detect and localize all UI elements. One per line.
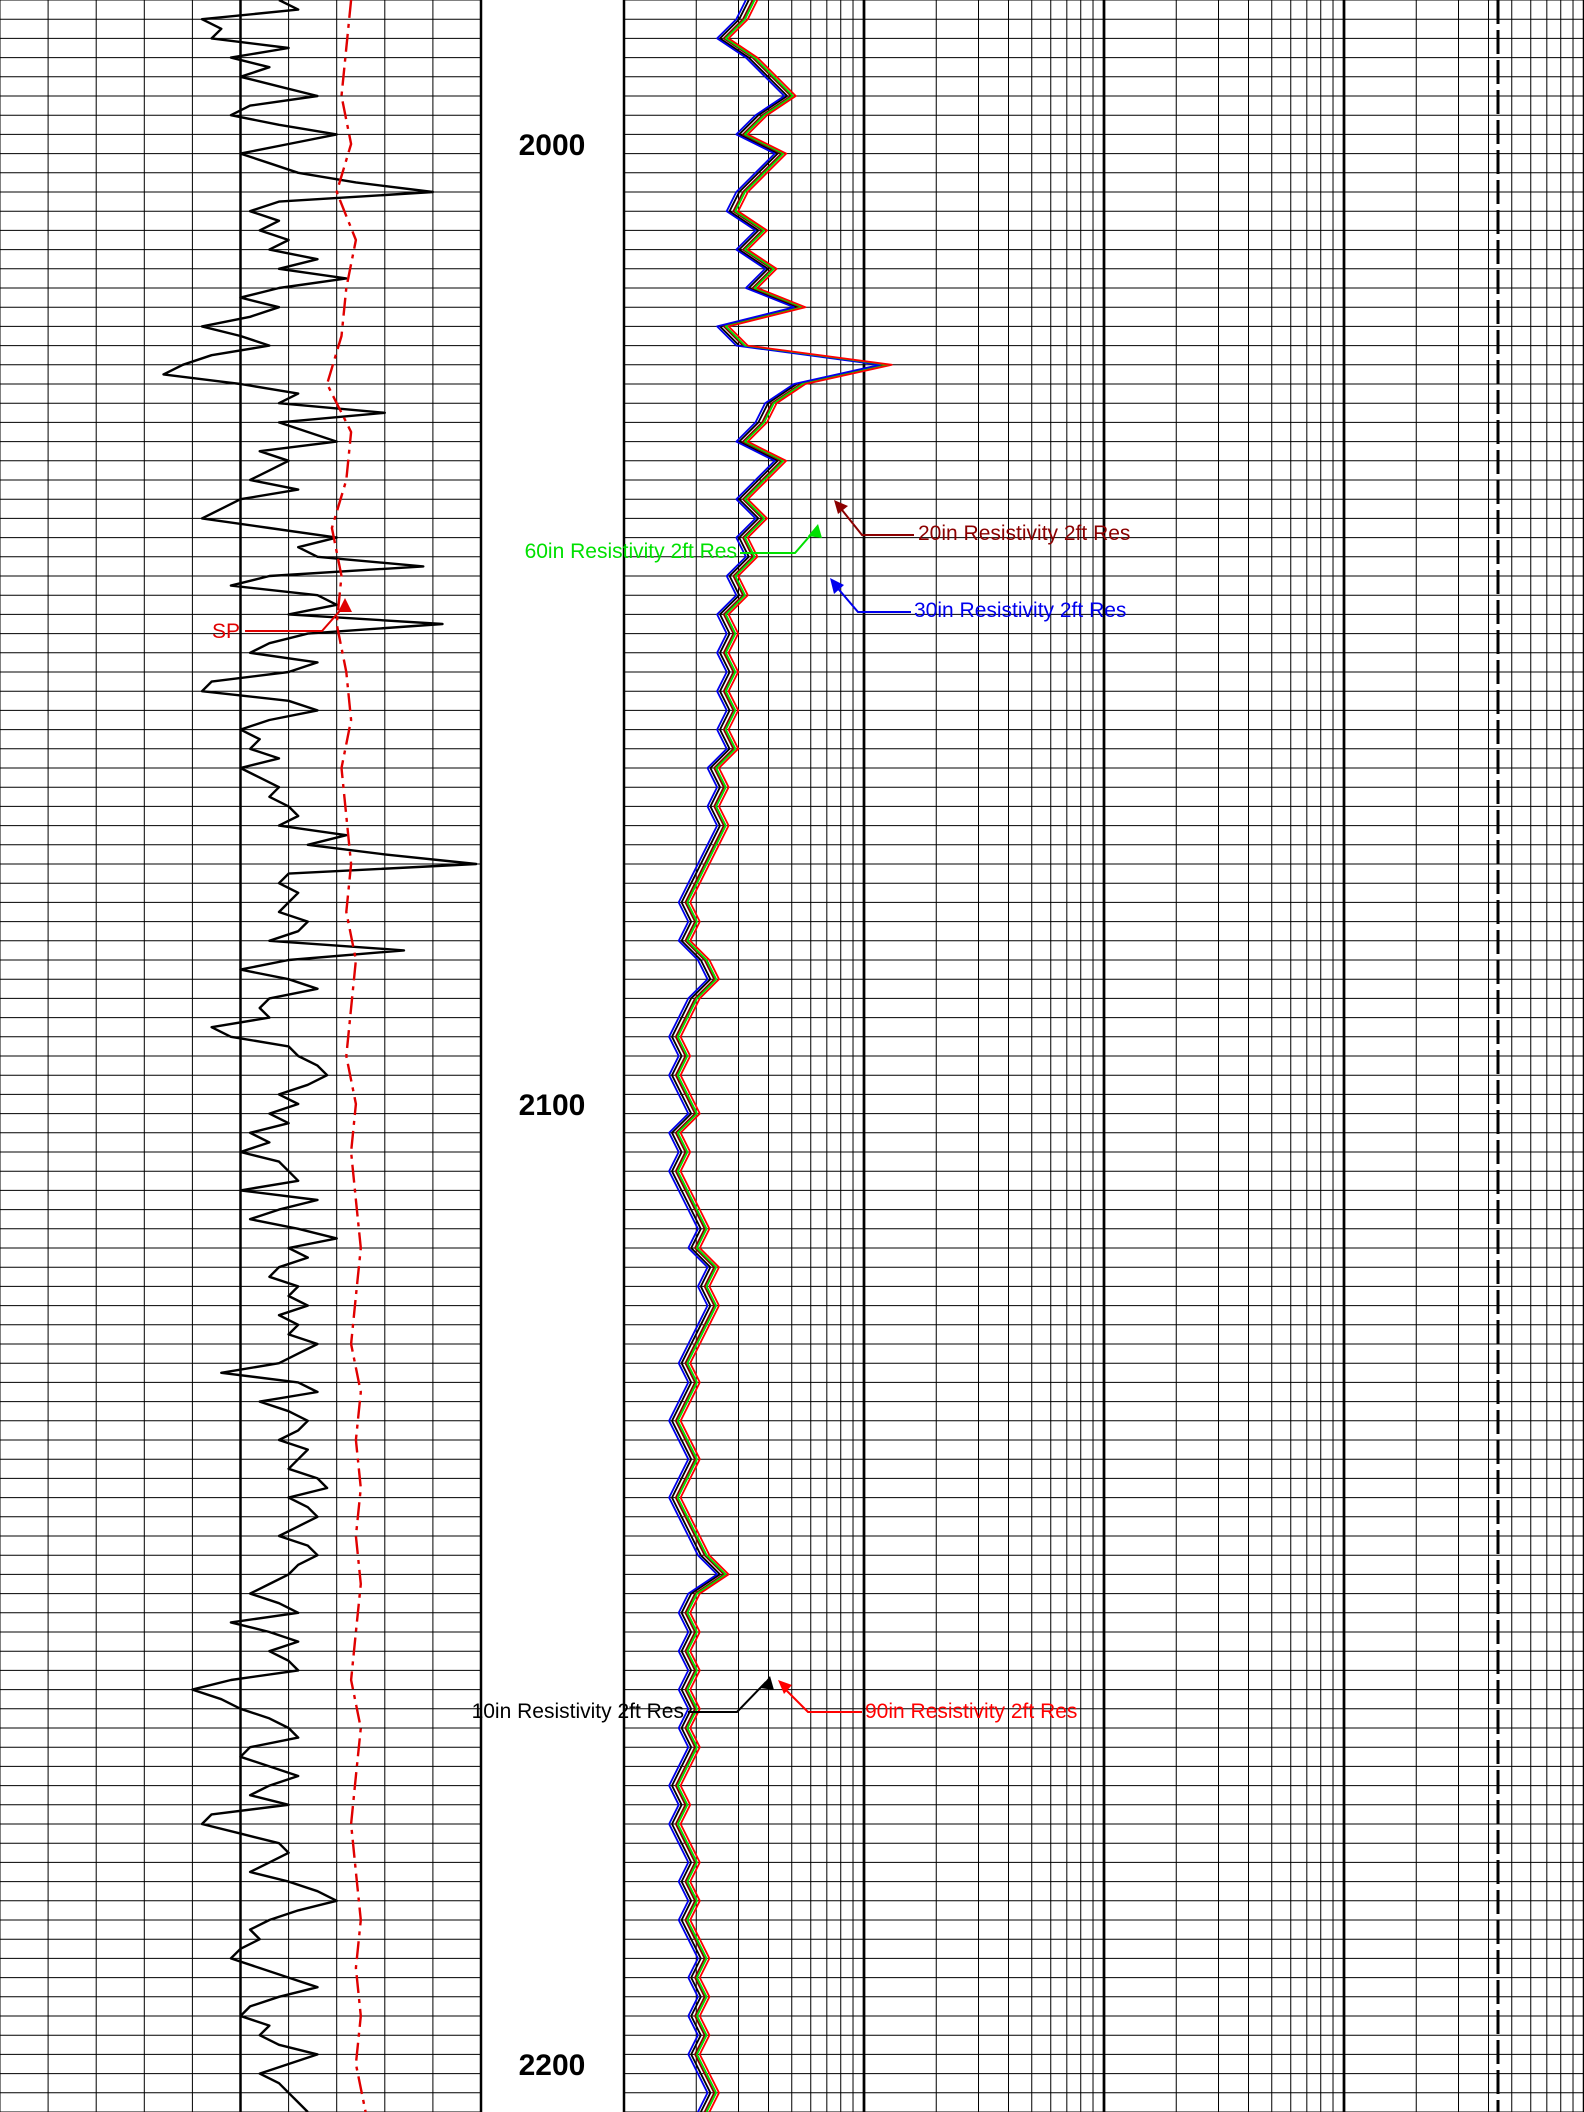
svg-text:90in Resistivity 2ft Res: 90in Resistivity 2ft Res: [865, 1700, 1077, 1723]
label-sp: SP: [212, 598, 352, 643]
gamma-curve: [162, 0, 478, 2112]
label-30in-resistivity: 30in Resistivity 2ft Res: [830, 578, 1126, 622]
label-20in-resistivity: 20in Resistivity 2ft Res: [834, 500, 1130, 545]
svg-text:60in Resistivity 2ft Res: 60in Resistivity 2ft Res: [525, 540, 737, 563]
label-10in-resistivity: 10in Resistivity 2ft Res: [472, 1676, 774, 1723]
svg-text:20in Resistivity 2ft Res: 20in Resistivity 2ft Res: [918, 522, 1130, 545]
svg-text:10in Resistivity 2ft Res: 10in Resistivity 2ft Res: [472, 1700, 684, 1723]
res90-curve: [679, 0, 893, 2112]
svg-text:SP: SP: [212, 620, 240, 643]
res30-curve: [668, 0, 882, 2112]
sp-curve: [325, 0, 367, 2112]
svg-text:30in Resistivity 2ft Res: 30in Resistivity 2ft Res: [914, 599, 1126, 622]
log-curves: [162, 0, 1500, 2112]
label-90in-resistivity: 90in Resistivity 2ft Res: [778, 1680, 1077, 1723]
depth-label-2200: 2200: [519, 2049, 586, 2082]
label-60in-resistivity: 60in Resistivity 2ft Res: [525, 524, 822, 563]
depth-label-2100: 2100: [519, 1089, 586, 1122]
depth-label-2000: 2000: [519, 129, 586, 162]
